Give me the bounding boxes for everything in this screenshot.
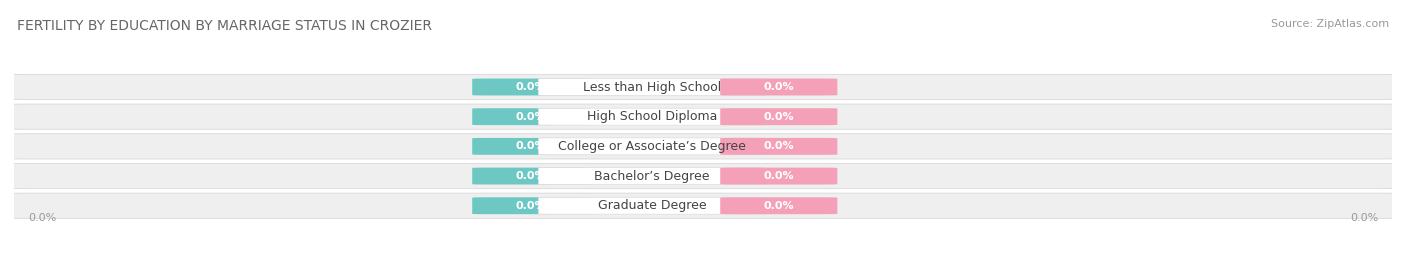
FancyBboxPatch shape — [720, 108, 838, 125]
Text: High School Diploma: High School Diploma — [586, 110, 717, 123]
FancyBboxPatch shape — [720, 168, 838, 185]
FancyBboxPatch shape — [7, 75, 1399, 100]
Text: 0.0%: 0.0% — [516, 141, 546, 151]
Text: Source: ZipAtlas.com: Source: ZipAtlas.com — [1271, 19, 1389, 29]
Text: Bachelor’s Degree: Bachelor’s Degree — [595, 169, 710, 183]
Text: 0.0%: 0.0% — [516, 82, 546, 92]
FancyBboxPatch shape — [472, 138, 589, 155]
Text: 0.0%: 0.0% — [28, 213, 56, 223]
FancyBboxPatch shape — [720, 79, 838, 95]
Text: 0.0%: 0.0% — [763, 171, 794, 181]
FancyBboxPatch shape — [7, 134, 1399, 159]
FancyBboxPatch shape — [472, 79, 589, 95]
FancyBboxPatch shape — [538, 168, 766, 185]
Text: FERTILITY BY EDUCATION BY MARRIAGE STATUS IN CROZIER: FERTILITY BY EDUCATION BY MARRIAGE STATU… — [17, 19, 432, 33]
FancyBboxPatch shape — [720, 138, 838, 155]
Text: 0.0%: 0.0% — [516, 171, 546, 181]
FancyBboxPatch shape — [7, 164, 1399, 189]
FancyBboxPatch shape — [472, 197, 589, 214]
FancyBboxPatch shape — [7, 193, 1399, 218]
Text: Graduate Degree: Graduate Degree — [598, 199, 706, 212]
Text: 0.0%: 0.0% — [516, 201, 546, 211]
FancyBboxPatch shape — [538, 108, 766, 125]
FancyBboxPatch shape — [538, 79, 766, 95]
Text: 0.0%: 0.0% — [763, 82, 794, 92]
FancyBboxPatch shape — [7, 104, 1399, 129]
Text: Less than High School: Less than High School — [583, 80, 721, 94]
Text: College or Associate’s Degree: College or Associate’s Degree — [558, 140, 747, 153]
FancyBboxPatch shape — [720, 197, 838, 214]
FancyBboxPatch shape — [472, 168, 589, 185]
FancyBboxPatch shape — [538, 138, 766, 155]
FancyBboxPatch shape — [538, 197, 766, 214]
Text: 0.0%: 0.0% — [516, 112, 546, 122]
Text: 0.0%: 0.0% — [1350, 213, 1378, 223]
FancyBboxPatch shape — [472, 108, 589, 125]
Text: 0.0%: 0.0% — [763, 141, 794, 151]
Text: 0.0%: 0.0% — [763, 201, 794, 211]
Text: 0.0%: 0.0% — [763, 112, 794, 122]
